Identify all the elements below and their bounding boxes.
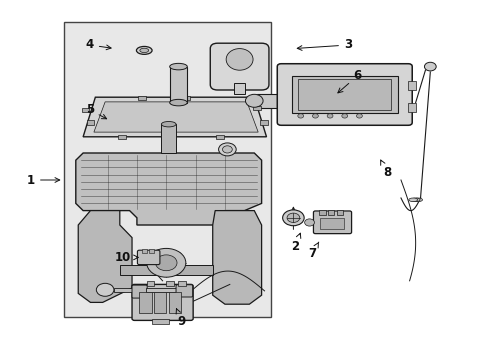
Text: 8: 8 <box>380 160 390 179</box>
Circle shape <box>356 114 362 118</box>
Bar <box>86 120 94 125</box>
Bar <box>142 249 147 253</box>
FancyBboxPatch shape <box>313 211 351 234</box>
Circle shape <box>304 219 314 226</box>
Circle shape <box>326 114 332 118</box>
FancyBboxPatch shape <box>176 285 192 297</box>
Polygon shape <box>120 265 212 275</box>
Ellipse shape <box>161 122 176 127</box>
Circle shape <box>155 255 177 271</box>
Bar <box>407 103 415 112</box>
FancyBboxPatch shape <box>277 64 411 125</box>
Bar <box>63 22 271 317</box>
Bar <box>327 210 334 215</box>
Circle shape <box>297 114 303 118</box>
Text: 4: 4 <box>85 39 111 51</box>
Bar <box>145 288 177 292</box>
Circle shape <box>286 213 299 222</box>
Bar <box>291 76 397 113</box>
Circle shape <box>341 114 347 118</box>
Bar <box>118 135 126 139</box>
Ellipse shape <box>413 198 422 202</box>
Ellipse shape <box>169 63 187 70</box>
Bar <box>161 124 176 153</box>
Bar <box>149 249 154 253</box>
Ellipse shape <box>136 46 152 54</box>
Ellipse shape <box>169 99 187 106</box>
Bar <box>182 96 189 100</box>
Bar <box>260 120 267 125</box>
Text: 1: 1 <box>27 174 60 186</box>
Bar <box>146 281 154 286</box>
FancyBboxPatch shape <box>210 43 268 90</box>
Bar <box>298 79 390 110</box>
Polygon shape <box>78 211 132 302</box>
Bar <box>154 292 166 313</box>
Bar <box>81 108 89 112</box>
Text: 2: 2 <box>290 233 300 253</box>
Bar <box>216 135 224 139</box>
Bar <box>336 210 343 215</box>
Circle shape <box>146 248 185 277</box>
Text: 9: 9 <box>176 309 185 328</box>
Text: 5: 5 <box>85 103 106 119</box>
Bar <box>320 218 343 229</box>
Bar <box>319 210 325 215</box>
Ellipse shape <box>225 49 253 70</box>
FancyBboxPatch shape <box>137 250 160 265</box>
Circle shape <box>245 94 263 107</box>
Circle shape <box>96 283 114 296</box>
Ellipse shape <box>408 198 417 202</box>
Text: 7: 7 <box>307 242 318 260</box>
Bar <box>151 319 168 324</box>
Circle shape <box>218 143 236 156</box>
Ellipse shape <box>140 48 148 53</box>
Circle shape <box>312 114 318 118</box>
Text: 10: 10 <box>115 251 138 264</box>
Bar <box>233 83 245 94</box>
FancyBboxPatch shape <box>132 284 193 320</box>
Polygon shape <box>94 102 258 132</box>
Polygon shape <box>76 153 261 225</box>
Bar <box>407 81 415 90</box>
Polygon shape <box>212 211 261 304</box>
Bar <box>168 292 181 313</box>
Bar <box>178 281 185 286</box>
Polygon shape <box>83 97 266 137</box>
Bar <box>252 106 260 110</box>
Bar <box>256 94 283 108</box>
Circle shape <box>222 146 232 153</box>
Text: 3: 3 <box>297 39 351 51</box>
Bar <box>169 67 187 103</box>
Ellipse shape <box>410 198 419 202</box>
Bar <box>114 288 133 292</box>
FancyBboxPatch shape <box>132 285 147 298</box>
Circle shape <box>282 210 304 226</box>
Text: 6: 6 <box>337 69 361 93</box>
Bar <box>138 96 145 100</box>
Circle shape <box>424 62 435 71</box>
Bar <box>139 292 151 313</box>
Bar <box>166 281 173 286</box>
